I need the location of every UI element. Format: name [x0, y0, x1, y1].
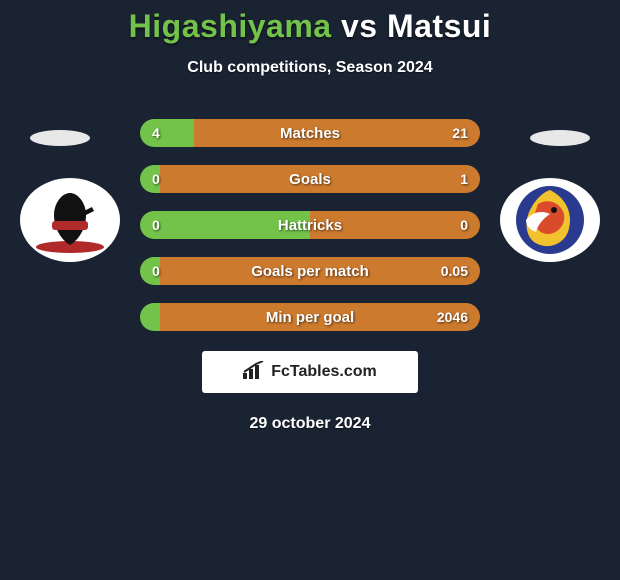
stat-bar: 421Matches	[140, 119, 480, 147]
subtitle: Club competitions, Season 2024	[0, 59, 620, 77]
stat-label: Goals per match	[140, 257, 480, 285]
player2-name: Matsui	[387, 8, 491, 44]
stat-label: Min per goal	[140, 303, 480, 331]
brand-icon	[243, 361, 265, 384]
brand-text: FcTables.com	[271, 363, 377, 381]
stat-bar: 01Goals	[140, 165, 480, 193]
player2-marker	[530, 130, 590, 146]
player1-name: Higashiyama	[129, 8, 332, 44]
vs-text: vs	[341, 8, 378, 44]
stat-bar: 2046Min per goal	[140, 303, 480, 331]
club-logo-right	[500, 178, 600, 262]
stat-label: Hattricks	[140, 211, 480, 239]
stat-label: Goals	[140, 165, 480, 193]
brand-box: FcTables.com	[202, 351, 418, 393]
club-logo-left	[20, 178, 120, 262]
date-text: 29 october 2024	[0, 415, 620, 433]
stat-label: Matches	[140, 119, 480, 147]
player1-marker	[30, 130, 90, 146]
page-title: Higashiyama vs Matsui	[0, 8, 620, 45]
stat-bar: 00Hattricks	[140, 211, 480, 239]
stats-bars: 421Matches 01Goals 00Hattricks 00.05Goals p…	[140, 119, 480, 331]
stat-bar: 00.05Goals per match	[140, 257, 480, 285]
